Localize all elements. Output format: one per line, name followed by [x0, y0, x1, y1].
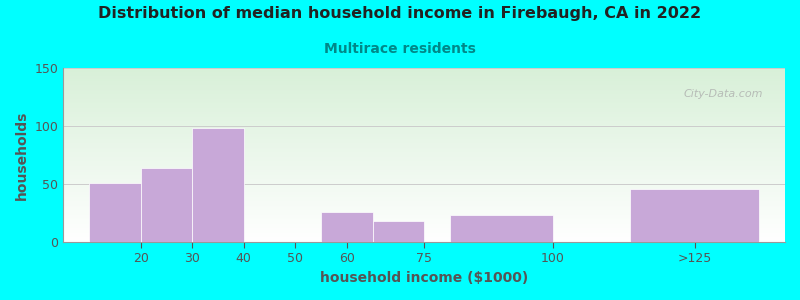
Bar — [450, 215, 553, 242]
X-axis label: household income ($1000): household income ($1000) — [320, 271, 528, 285]
Text: City-Data.com: City-Data.com — [684, 89, 763, 99]
Y-axis label: households: households — [15, 110, 29, 200]
Text: Multirace residents: Multirace residents — [324, 42, 476, 56]
Bar — [630, 189, 759, 242]
Bar — [321, 212, 373, 242]
Text: Distribution of median household income in Firebaugh, CA in 2022: Distribution of median household income … — [98, 6, 702, 21]
Bar — [373, 221, 424, 242]
Bar — [89, 183, 141, 242]
Bar — [141, 168, 192, 242]
Bar — [192, 128, 244, 242]
